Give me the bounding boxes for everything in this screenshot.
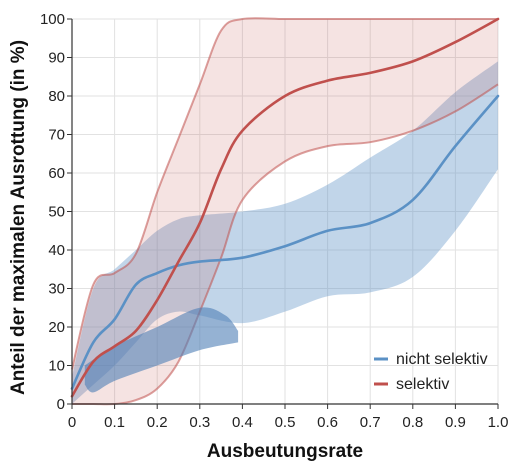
y-tick-labels: 0 10 20 30 40 50 60 70 80 90 100	[40, 11, 65, 413]
y-tick-label: 50	[48, 204, 65, 221]
x-tick-label: 0.3	[189, 414, 210, 431]
legend: nicht selektiv selektiv	[374, 351, 488, 393]
x-tick-label: 0.8	[402, 414, 423, 431]
x-tick-label: 0.6	[317, 414, 338, 431]
series-line-nicht-selektiv	[70, 94, 500, 390]
legend-label-selektiv: selektiv	[396, 376, 449, 393]
x-tick-label: 0.4	[232, 414, 253, 431]
y-tick-label: 90	[48, 50, 65, 67]
dark-overlap-region	[84, 307, 239, 393]
x-tick-label: 0	[68, 414, 76, 431]
band-edge-lower-selektiv	[71, 83, 499, 406]
y-tick-label: 0	[57, 396, 65, 413]
y-tick-label: 80	[48, 88, 65, 105]
x-tick-label: 0.9	[445, 414, 466, 431]
x-tick-label: 1.0	[488, 414, 509, 431]
series-line-selektiv	[70, 17, 500, 398]
band-nicht-selektiv	[72, 61, 498, 405]
y-tick-label: 30	[48, 281, 65, 298]
band-selektiv	[72, 18, 498, 405]
series-lines	[70, 17, 500, 398]
x-tick-label: 0.1	[104, 414, 125, 431]
band-edge-upper-selektiv	[71, 17, 498, 370]
axes	[67, 18, 499, 409]
y-tick-label: 60	[48, 165, 65, 182]
y-tick-label: 20	[48, 319, 65, 336]
x-tick-label: 0.7	[360, 414, 381, 431]
y-tick-label: 70	[48, 127, 65, 144]
x-tick-label: 0.2	[147, 414, 168, 431]
x-tick-labels: 0 0.1 0.2 0.3 0.4 0.5 0.6 0.7 0.8 0.9 1.0	[68, 414, 509, 431]
y-tick-label: 40	[48, 242, 65, 259]
y-tick-label: 10	[48, 358, 65, 375]
x-axis-title: Ausbeutungsrate	[207, 441, 363, 462]
confidence-bands	[71, 17, 499, 406]
legend-label-nicht-selektiv: nicht selektiv	[396, 351, 488, 368]
x-tick-label: 0.5	[275, 414, 296, 431]
y-axis-title: Anteil der maximalen Ausrottung (in %)	[8, 40, 29, 395]
y-tick-label: 100	[40, 11, 65, 28]
